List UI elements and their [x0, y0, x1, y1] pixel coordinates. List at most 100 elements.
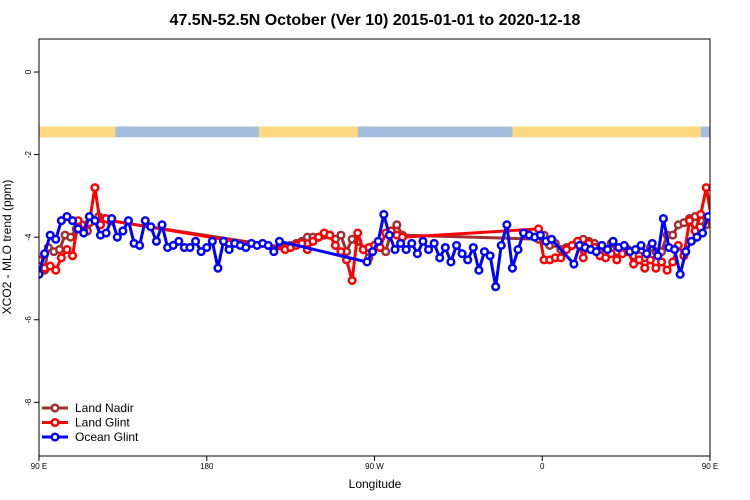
data-point	[556, 253, 566, 263]
data-point	[269, 247, 279, 257]
data-point	[51, 234, 61, 244]
data-point	[54, 245, 65, 255]
land-band	[39, 126, 116, 138]
data-point	[62, 245, 72, 255]
legend-item: Land Glint	[42, 416, 130, 430]
data-point	[727, 217, 734, 224]
land-band	[512, 126, 701, 138]
data-point	[714, 224, 721, 231]
legend-label: Land Glint	[75, 416, 130, 430]
data-point	[45, 261, 55, 271]
data-point	[634, 255, 644, 265]
data-point	[224, 245, 234, 255]
data-point	[513, 245, 523, 255]
data-point	[474, 265, 484, 275]
data-point	[738, 242, 745, 249]
land-ocean-strip	[39, 126, 710, 138]
data-point	[118, 226, 128, 236]
data-point	[440, 242, 450, 253]
legend-label: Land Nadir	[75, 401, 134, 415]
data-point	[716, 232, 723, 239]
data-point	[479, 247, 490, 257]
data-point	[373, 236, 383, 246]
data-point	[135, 240, 145, 250]
data-point	[73, 224, 83, 234]
data-point	[684, 216, 695, 226]
data-point	[578, 253, 588, 263]
data-point	[168, 240, 178, 250]
y-tick-label: -8	[24, 398, 33, 406]
data-point	[62, 211, 72, 222]
data-point	[446, 257, 456, 267]
data-point	[668, 230, 678, 240]
data-point	[45, 230, 55, 240]
data-point	[202, 242, 212, 253]
data-point	[185, 242, 195, 253]
data-point	[629, 259, 639, 269]
data-point	[602, 245, 613, 255]
data-point	[384, 230, 394, 240]
data-point	[325, 230, 335, 240]
data-point	[457, 249, 467, 259]
data-point	[412, 249, 422, 259]
x-axis: 90 E 180 90 W 0 90 E	[31, 456, 718, 471]
legend-swatch-marker	[50, 403, 60, 413]
data-point	[696, 209, 706, 220]
chart-title: 47.5N-52.5N October (Ver 10) 2015-01-01 …	[170, 12, 581, 29]
data-point	[737, 221, 744, 228]
data-point	[686, 236, 696, 246]
data-point	[703, 211, 710, 222]
data-point	[737, 228, 744, 235]
data-point	[701, 183, 710, 193]
data-point	[636, 240, 646, 250]
land-band	[258, 126, 358, 138]
data-point	[435, 253, 445, 263]
data-point	[196, 247, 206, 257]
data-point	[725, 215, 732, 222]
data-point	[733, 240, 740, 247]
data-point	[90, 216, 100, 226]
data-point	[658, 214, 668, 224]
data-point	[151, 236, 161, 246]
data-point	[681, 247, 691, 257]
data-point	[651, 263, 661, 273]
data-point	[561, 245, 572, 255]
data-point	[630, 245, 640, 255]
data-point	[330, 240, 340, 250]
data-point	[123, 216, 134, 226]
data-point	[451, 240, 462, 250]
data-point	[731, 217, 738, 224]
data-point	[56, 253, 66, 263]
y-tick-label: -2	[24, 151, 33, 159]
data-point	[407, 238, 417, 248]
data-point	[645, 255, 655, 265]
data-point	[725, 217, 732, 224]
data-point	[744, 217, 750, 224]
y-tick-label: -4	[24, 233, 33, 241]
data-point	[463, 255, 473, 265]
data-point	[597, 240, 607, 250]
data-point	[392, 220, 402, 230]
data-point	[496, 240, 506, 250]
data-point	[612, 255, 622, 265]
data-point	[418, 236, 428, 246]
data-point	[79, 228, 89, 238]
data-point	[722, 230, 729, 237]
data-point	[174, 236, 184, 246]
data-point	[40, 249, 50, 259]
legend-item: Land Nadir	[42, 401, 134, 415]
x-tick-label: 0	[540, 462, 545, 471]
data-point	[485, 251, 495, 261]
x-tick-label: 90 E	[31, 462, 47, 471]
data-point	[51, 265, 61, 275]
legend-label: Ocean Glint	[75, 430, 139, 444]
data-point	[84, 211, 94, 222]
data-point	[535, 230, 545, 240]
legend-swatch-marker	[50, 417, 60, 428]
legend-item: Ocean Glint	[42, 430, 139, 444]
data-point	[112, 232, 122, 242]
series-ocean-glint	[39, 209, 750, 292]
data-point	[218, 236, 229, 246]
data-point	[640, 263, 650, 273]
